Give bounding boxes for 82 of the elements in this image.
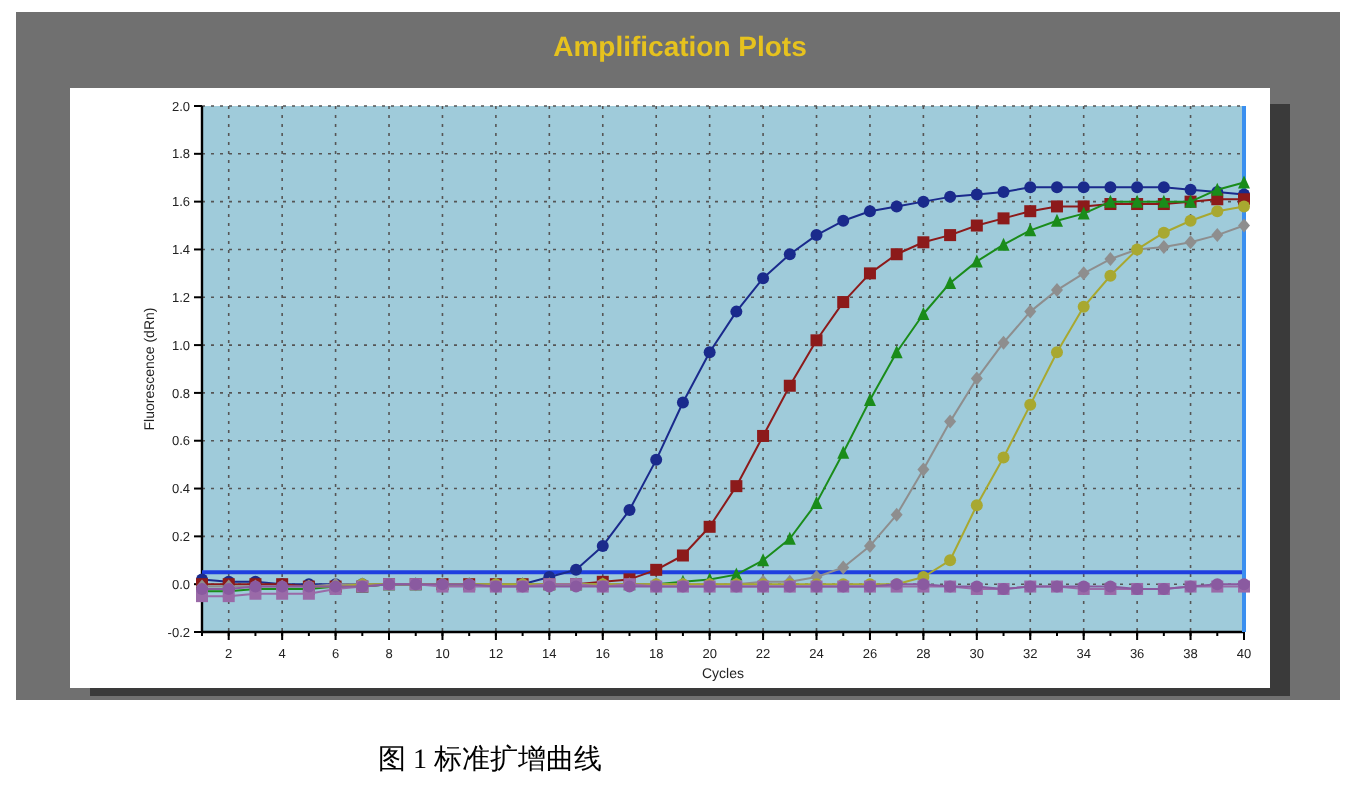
point <box>890 345 903 359</box>
point <box>730 480 743 493</box>
point <box>997 186 1010 199</box>
point <box>863 205 876 218</box>
point <box>810 495 823 509</box>
point <box>1024 304 1037 319</box>
point <box>837 296 850 309</box>
point <box>837 214 850 227</box>
point <box>730 305 743 318</box>
point <box>917 307 930 321</box>
chart-title: Amplification Plots <box>553 30 808 62</box>
point <box>917 462 930 477</box>
point <box>970 219 983 232</box>
point <box>1050 213 1063 227</box>
point <box>1024 205 1037 218</box>
point <box>944 190 957 203</box>
point <box>997 237 1010 251</box>
point <box>970 254 983 268</box>
point <box>997 451 1010 464</box>
point <box>757 429 770 442</box>
point <box>1077 181 1090 194</box>
point <box>1238 175 1250 189</box>
point <box>676 396 689 409</box>
point <box>1077 300 1090 313</box>
point <box>1024 181 1037 194</box>
point <box>863 393 876 407</box>
point <box>676 549 689 562</box>
point <box>970 371 983 386</box>
point <box>1157 226 1170 239</box>
point <box>810 229 823 242</box>
point <box>1050 346 1063 359</box>
point <box>1050 181 1063 194</box>
point <box>650 563 663 576</box>
point <box>757 553 770 567</box>
point <box>1131 181 1144 194</box>
point <box>890 200 903 213</box>
point <box>757 272 770 285</box>
point <box>1024 398 1037 411</box>
point <box>1104 252 1117 267</box>
point <box>863 267 876 280</box>
point <box>596 539 609 552</box>
point <box>1184 235 1197 250</box>
point <box>944 229 957 242</box>
caption: 图 1 标准扩增曲线 <box>378 744 602 776</box>
point <box>1024 223 1037 237</box>
point <box>1238 218 1250 233</box>
point <box>1211 205 1224 218</box>
point <box>1077 266 1090 281</box>
point <box>783 248 796 261</box>
point <box>1184 214 1197 227</box>
point <box>917 236 930 249</box>
point <box>970 499 983 512</box>
point <box>837 560 850 575</box>
point <box>837 445 850 459</box>
point <box>1157 181 1170 194</box>
point <box>917 195 930 208</box>
point <box>890 248 903 261</box>
point <box>1184 183 1197 196</box>
point <box>863 538 876 553</box>
point <box>1050 283 1063 298</box>
point <box>783 379 796 392</box>
point <box>1211 228 1224 243</box>
point <box>810 334 823 347</box>
point <box>944 275 957 289</box>
point <box>970 188 983 201</box>
point <box>623 504 636 517</box>
point <box>1104 181 1117 194</box>
point <box>1104 269 1117 282</box>
point <box>1238 200 1250 213</box>
point <box>783 531 796 545</box>
point <box>650 453 663 466</box>
point <box>944 414 957 429</box>
point <box>1157 240 1170 255</box>
point <box>1050 200 1063 213</box>
point <box>703 346 716 359</box>
point <box>997 212 1010 225</box>
point <box>1077 206 1090 220</box>
point <box>944 554 957 567</box>
point <box>703 520 716 533</box>
point <box>570 563 583 576</box>
point <box>890 507 903 522</box>
point <box>997 335 1010 350</box>
